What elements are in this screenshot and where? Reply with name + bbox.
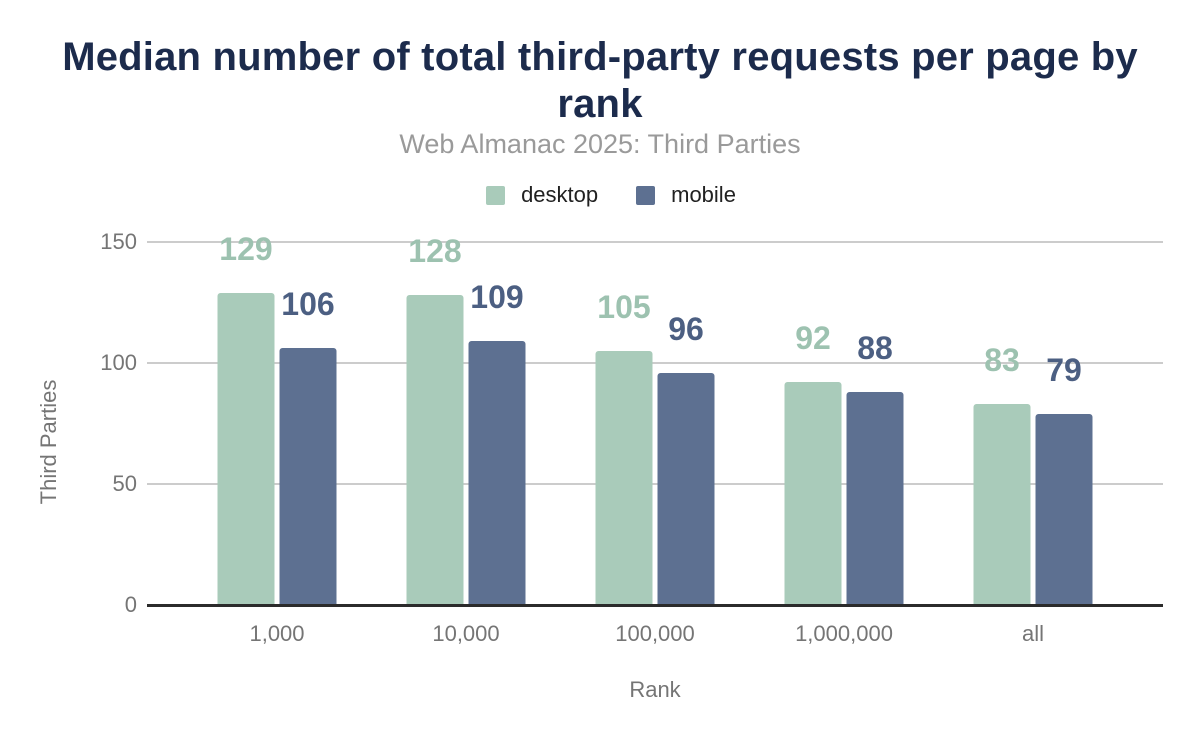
y-axis-title: Third Parties [36,379,61,505]
legend-swatch-mobile [636,185,656,205]
legend-label-mobile: mobile [671,182,736,207]
x-tick-label: 1,000 [249,621,305,646]
legend-label-desktop: desktop [521,182,599,207]
y-axis-tick-labels: 0 50 100 150 [0,229,137,617]
x-tick-label: 100,000 [615,621,695,646]
bar-value-label-desktop: 105 [597,288,651,325]
bar-value-label-mobile: 109 [470,279,524,316]
x-axis-baseline [147,604,1163,607]
bar-group: 128 109 [406,235,526,605]
gridline [147,483,1163,485]
bar-desktop: 105 [595,291,653,605]
gridline [147,362,1163,364]
bar-desktop: 128 [406,235,464,605]
bar-group: 92 88 [784,322,904,605]
y-tick-label: 150 [100,229,137,254]
bar-value-label-mobile: 88 [857,330,893,367]
plot-area: Rank 129 106 1,000 128 109 10,000 105 96 100,000… [147,233,1163,702]
bar-value-label-desktop: 128 [408,233,462,270]
bar-value-label-mobile: 106 [281,286,335,323]
bar-group: 83 79 [973,344,1093,605]
bar-mobile: 96 [657,313,715,605]
bar-desktop: 129 [217,233,275,605]
x-tick-label: all [1021,621,1045,646]
bar-mobile: 79 [1035,354,1093,605]
y-tick-label: 100 [100,350,137,375]
y-tick-label: 50 [112,471,137,496]
x-tick-label: 1,000,000 [795,621,893,646]
bar-desktop: 83 [973,344,1031,605]
x-axis-title: Rank [629,677,681,702]
bar-desktop: 92 [784,322,842,605]
bar-group: 129 106 [217,233,337,605]
legend-swatch-desktop [486,185,506,205]
legend-item-desktop: desktop [486,182,598,208]
bar-mobile: 109 [468,281,526,605]
bar-value-label-mobile: 79 [1046,351,1082,388]
bar-value-label-desktop: 83 [984,342,1020,379]
bar-value-label-desktop: 92 [795,320,831,357]
legend: desktop mobile [0,182,1200,208]
gridline [147,241,1163,243]
chart-subtitle: Web Almanac 2025: Third Parties [399,129,801,159]
legend-item-mobile: mobile [636,182,736,208]
bar-group: 105 96 [595,291,715,605]
x-tick-label: 10,000 [432,621,500,646]
chart-title: Median number of total third-party reque… [62,35,1138,126]
bar-mobile: 88 [846,332,904,605]
bar-value-label-desktop: 129 [219,230,273,267]
y-tick-label: 0 [124,592,137,617]
bar-mobile: 106 [279,288,337,605]
bar-value-label-mobile: 96 [668,310,704,347]
